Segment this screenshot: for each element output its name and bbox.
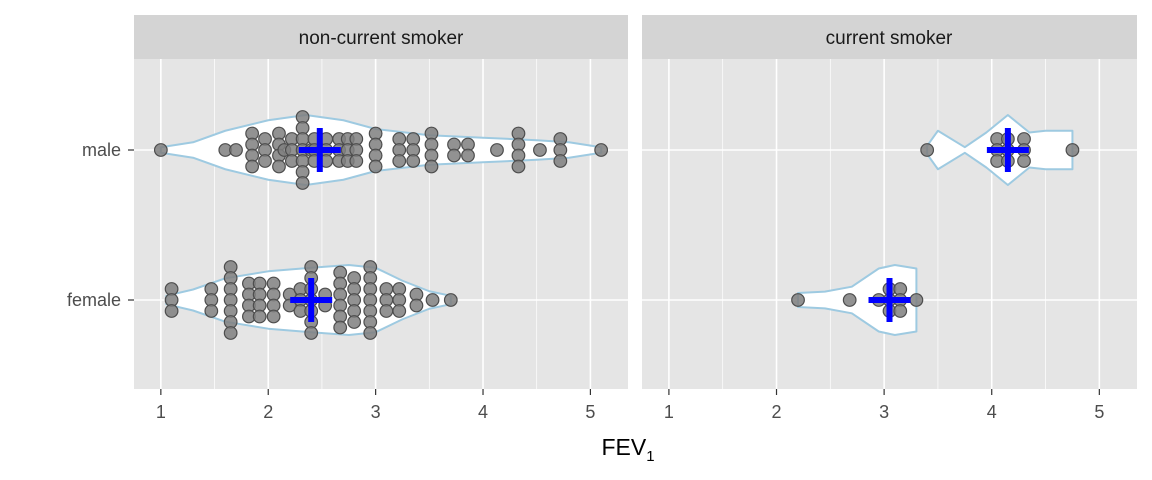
data-point bbox=[406, 154, 421, 168]
x-tick-label: 3 bbox=[879, 402, 889, 422]
data-point bbox=[909, 293, 924, 307]
data-point bbox=[842, 293, 857, 307]
data-layer bbox=[153, 110, 609, 340]
data-point bbox=[553, 154, 568, 168]
data-point bbox=[443, 293, 458, 307]
data-point bbox=[333, 320, 348, 335]
x-tick-label: 5 bbox=[585, 402, 595, 422]
x-tick-label: 4 bbox=[987, 402, 997, 422]
data-point bbox=[447, 148, 461, 163]
panel-non-current-smoker: non-current smoker 1 2 3 4 5 bbox=[134, 15, 628, 422]
strip-label: non-current smoker bbox=[299, 28, 464, 49]
data-point bbox=[1065, 143, 1080, 157]
x-axis-ticks: 1 2 3 4 5 bbox=[156, 389, 595, 422]
data-point bbox=[266, 309, 281, 324]
x-tick-label: 1 bbox=[156, 402, 166, 422]
data-point bbox=[304, 326, 319, 340]
data-point bbox=[425, 293, 440, 307]
data-point bbox=[511, 159, 526, 174]
x-axis-ticks: 1 2 3 4 5 bbox=[664, 389, 1104, 422]
data-point bbox=[349, 154, 364, 168]
data-point bbox=[295, 176, 310, 190]
data-point bbox=[363, 326, 378, 340]
x-axis-title-main: FEV bbox=[601, 434, 646, 460]
data-point bbox=[223, 326, 238, 340]
data-point bbox=[392, 154, 407, 168]
data-point bbox=[392, 304, 407, 318]
data-layer bbox=[791, 114, 1080, 336]
data-point bbox=[791, 293, 805, 307]
data-point bbox=[153, 143, 168, 157]
y-tick-label: male bbox=[82, 140, 121, 160]
data-point bbox=[533, 143, 547, 157]
data-point bbox=[379, 304, 394, 318]
data-point bbox=[347, 315, 362, 329]
data-point bbox=[594, 143, 609, 157]
data-point bbox=[258, 154, 272, 168]
data-point bbox=[893, 304, 908, 318]
data-point bbox=[368, 159, 383, 174]
strip-background bbox=[134, 15, 628, 59]
data-point bbox=[204, 304, 219, 318]
panel-background bbox=[642, 59, 1137, 389]
x-tick-label: 2 bbox=[772, 402, 782, 422]
data-point bbox=[229, 143, 243, 157]
strip-background bbox=[642, 15, 1137, 59]
data-point bbox=[409, 298, 424, 313]
x-tick-label: 1 bbox=[664, 402, 674, 422]
data-point bbox=[490, 143, 504, 157]
data-point bbox=[920, 143, 935, 157]
grid-lines bbox=[642, 59, 1137, 389]
strip-label: current smoker bbox=[826, 28, 953, 49]
panel-current-smoker: current smoker 1 2 3 4 5 bbox=[642, 15, 1137, 422]
x-tick-label: 5 bbox=[1094, 402, 1104, 422]
panel-background bbox=[134, 59, 628, 389]
data-point bbox=[461, 148, 475, 163]
x-axis-title-subscript: 1 bbox=[646, 448, 654, 465]
data-point bbox=[1017, 154, 1031, 168]
x-axis-title: FEV1 bbox=[601, 434, 654, 465]
y-axis: male female bbox=[67, 140, 134, 310]
data-point bbox=[164, 304, 179, 318]
data-point bbox=[252, 309, 267, 324]
data-point bbox=[424, 159, 439, 174]
x-tick-label: 3 bbox=[371, 402, 381, 422]
y-tick-label: female bbox=[67, 290, 121, 310]
x-tick-label: 2 bbox=[263, 402, 273, 422]
data-point bbox=[245, 159, 260, 174]
data-point bbox=[272, 159, 286, 174]
x-tick-label: 4 bbox=[478, 402, 488, 422]
